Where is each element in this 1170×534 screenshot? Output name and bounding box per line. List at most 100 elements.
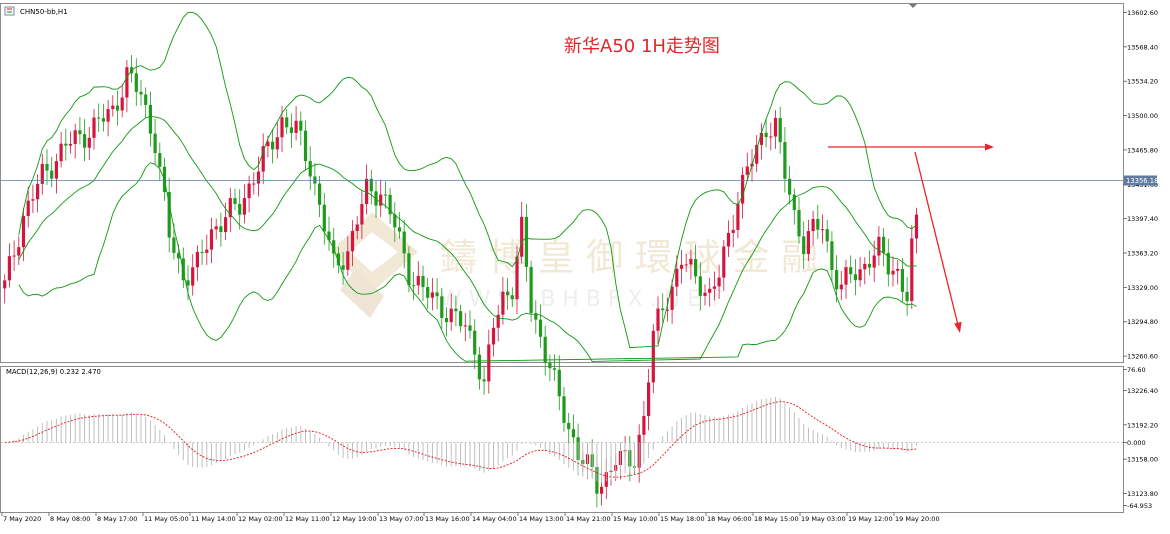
time-tick-label: 18 May 06:00 bbox=[707, 515, 752, 523]
time-tick-label: 14 May 21:00 bbox=[566, 515, 611, 523]
price-tick-label: 13123.80 bbox=[1127, 490, 1158, 498]
chart-shift-marker-icon[interactable] bbox=[909, 4, 917, 8]
candle-body bbox=[741, 174, 745, 204]
candle-body bbox=[341, 265, 345, 270]
candle-body bbox=[708, 288, 712, 293]
candle-body bbox=[896, 268, 900, 271]
time-tick-label: 8 May 17:00 bbox=[97, 515, 137, 523]
candle-body bbox=[45, 163, 49, 171]
candle-body bbox=[675, 268, 679, 287]
candle-body bbox=[40, 163, 44, 184]
price-panel-frame bbox=[0, 3, 1124, 363]
candle-body bbox=[783, 142, 787, 179]
candle-body bbox=[21, 215, 26, 248]
candle-body bbox=[144, 94, 148, 105]
price-tick-label: 13226.40 bbox=[1127, 387, 1158, 395]
candle-body bbox=[280, 117, 284, 138]
candle-body bbox=[454, 308, 458, 312]
candle-body bbox=[134, 73, 138, 92]
time-tick-label: 12 May 19:00 bbox=[332, 515, 377, 523]
candle-body bbox=[303, 130, 308, 162]
candle-body bbox=[426, 287, 430, 298]
candle-body bbox=[858, 269, 862, 281]
macd-tick-label: 0.000 bbox=[1127, 439, 1146, 447]
time-tick-label: 19 May 20:00 bbox=[895, 515, 940, 523]
candle-body bbox=[670, 286, 674, 310]
macd-panel-frame bbox=[0, 366, 1124, 513]
price-tick-label: 13397.40 bbox=[1127, 215, 1158, 223]
candle-body bbox=[115, 105, 120, 111]
time-tick-label: 7 May 2020 bbox=[3, 515, 41, 523]
candle-body bbox=[308, 161, 312, 177]
candle-body bbox=[759, 132, 763, 145]
price-marker-box bbox=[1124, 175, 1157, 186]
candle-body bbox=[350, 230, 355, 252]
candle-body bbox=[769, 136, 773, 138]
price-axis: 13602.60 13568.40 13534.20 13500.00 13465.80… bbox=[1123, 9, 1158, 498]
candle-body bbox=[177, 252, 181, 259]
candle-body bbox=[788, 178, 792, 195]
candle-body bbox=[374, 191, 378, 206]
candle-body bbox=[712, 286, 716, 289]
price-tick-label: 13568.40 bbox=[1127, 43, 1158, 51]
candle-body bbox=[219, 226, 223, 233]
candle-body bbox=[501, 291, 505, 315]
candle-body bbox=[430, 292, 434, 298]
watermark-main-text: 鑄 博 皇 御 環 球 金 融 bbox=[440, 236, 818, 279]
macd-indicator-label: MACD(12,26,9) 0.232 2.470 bbox=[6, 368, 101, 376]
candle-body bbox=[68, 143, 73, 146]
candle-body bbox=[167, 192, 171, 238]
candle-body bbox=[271, 141, 275, 150]
watermark-sub-text: W W W . B H B F X . N E T bbox=[440, 287, 722, 312]
candle-body bbox=[816, 218, 820, 230]
bollinger-upper-band bbox=[18, 11, 917, 349]
candle-body bbox=[83, 134, 87, 148]
candle-body bbox=[332, 240, 336, 254]
candle-body bbox=[656, 308, 660, 331]
candle-body bbox=[835, 270, 839, 290]
candle-body bbox=[863, 263, 867, 270]
candle-body bbox=[191, 267, 195, 286]
candle-body bbox=[205, 249, 209, 253]
candle-body bbox=[285, 117, 289, 128]
candle-body bbox=[365, 178, 369, 205]
price-tick-label: 13534.20 bbox=[1127, 78, 1158, 86]
candle-body bbox=[252, 183, 256, 185]
candle-body bbox=[87, 137, 91, 148]
candle-body bbox=[449, 308, 453, 323]
candle-body bbox=[459, 311, 463, 327]
candle-body bbox=[12, 255, 16, 257]
candle-body bbox=[393, 214, 397, 228]
candle-body bbox=[322, 204, 326, 232]
candle-body bbox=[477, 354, 481, 380]
time-tick-label: 11 May 05:00 bbox=[144, 515, 189, 523]
candle-body bbox=[397, 227, 402, 232]
candle-body bbox=[820, 229, 825, 231]
candle-body bbox=[506, 291, 510, 296]
candle-body bbox=[369, 178, 373, 192]
candle-body bbox=[388, 194, 392, 215]
candle-body bbox=[214, 226, 218, 230]
time-tick-label: 13 May 16:00 bbox=[425, 515, 470, 523]
candle-body bbox=[299, 120, 303, 131]
candle-body bbox=[745, 166, 749, 175]
symbol-timeframe-label: CHN50-bb,H1 bbox=[20, 8, 68, 16]
chart-window-icon[interactable] bbox=[4, 6, 15, 16]
annotation-title: 新华A50 1H走势图 bbox=[564, 36, 720, 57]
candle-body bbox=[346, 251, 350, 270]
candle-body bbox=[106, 109, 110, 122]
macd-signal-line bbox=[4, 401, 917, 478]
candle-body bbox=[665, 309, 669, 311]
candle-body bbox=[703, 292, 707, 296]
candle-body bbox=[463, 325, 467, 327]
candle-body bbox=[882, 236, 886, 253]
candle-body bbox=[910, 238, 914, 302]
candle-body bbox=[647, 382, 651, 416]
time-tick-label: 14 May 13:00 bbox=[519, 515, 564, 523]
candle-body bbox=[327, 231, 331, 241]
candle-body bbox=[242, 198, 246, 215]
candle-body bbox=[148, 104, 152, 134]
candle-body bbox=[792, 194, 796, 210]
candle-body bbox=[318, 183, 322, 205]
